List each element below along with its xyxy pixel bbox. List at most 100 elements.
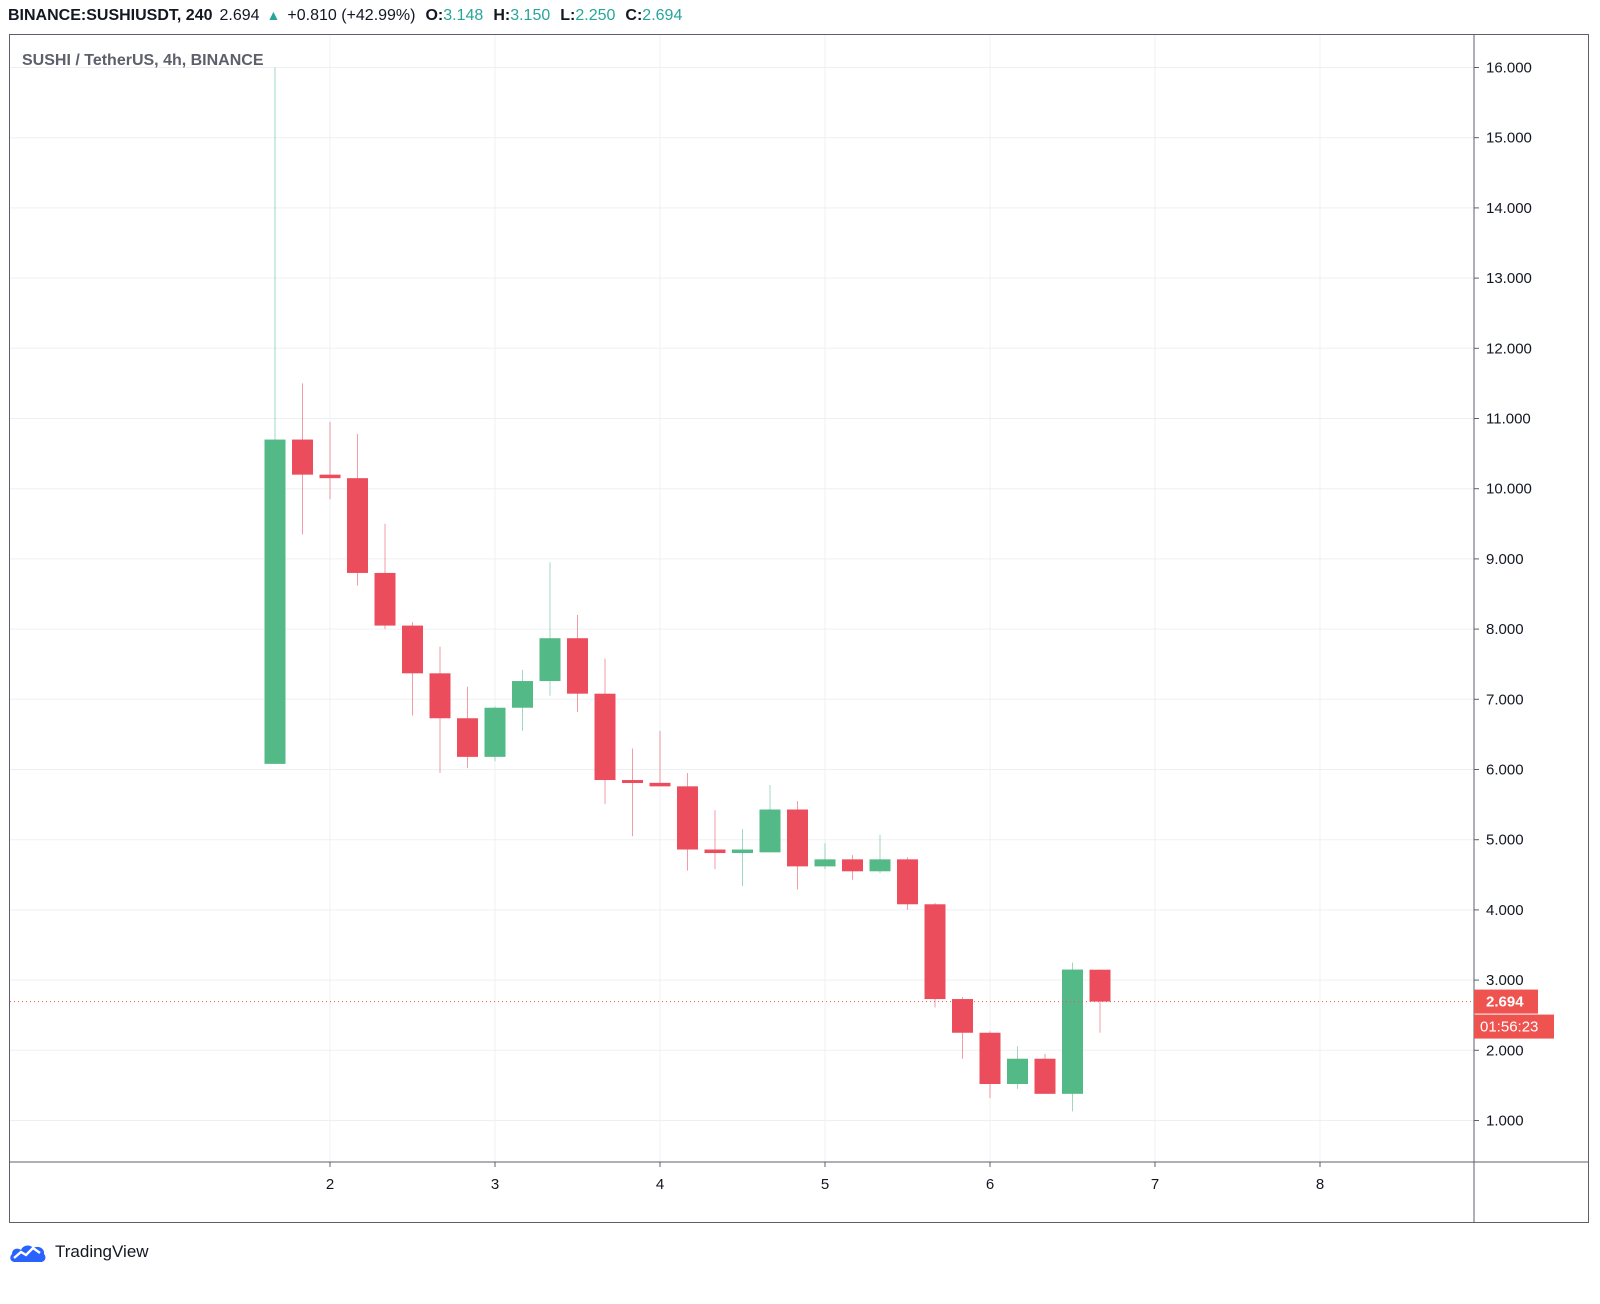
candle [1034, 1053, 1056, 1094]
candle [594, 658, 616, 804]
countdown-badge [1474, 1014, 1554, 1039]
candle [457, 686, 478, 769]
candle [842, 855, 863, 880]
candle-body-down [842, 859, 863, 872]
candle-body-down [347, 478, 368, 573]
candle [649, 730, 671, 787]
price-axis[interactable]: 1.000 2.000 3.000 4.000 5.000 6.000 7.000 8.000… [1474, 60, 1532, 1130]
chart-frame[interactable]: 1.000 2.000 3.000 4.000 5.000 6.000 7.000 8.000… [9, 34, 1589, 1223]
time-tick-label: 5 [821, 1176, 829, 1193]
symbol-header: BINANCE:SUSHIUSDT, 240 2.694 ▲ +0.810 (+42.… [8, 4, 682, 26]
candle-body-down [897, 859, 918, 905]
candle-body-up [1007, 1058, 1028, 1084]
candle [347, 433, 368, 586]
candle [952, 996, 973, 1059]
last-price-badge [1474, 989, 1538, 1014]
price-tick-label: 6.000 [1486, 762, 1524, 779]
candle [787, 801, 808, 890]
footer: TradingView [9, 1238, 149, 1266]
candle-body-down [567, 638, 588, 694]
candle [759, 784, 781, 853]
price-tick-label: 15.000 [1486, 130, 1532, 147]
candle-body-down [677, 786, 698, 850]
candle [292, 383, 313, 535]
price-tick-label: 13.000 [1486, 270, 1532, 287]
last-price-label: 2.694 [1486, 994, 1524, 1011]
candle-body-down [924, 904, 946, 1000]
candle-body-up [814, 859, 836, 867]
candle-body-down [787, 809, 808, 867]
candle-body-up [539, 638, 561, 682]
candle-body-down [292, 439, 313, 475]
price-change: +0.810 (+42.99%) [287, 7, 416, 24]
low-value: 2.250 [575, 7, 616, 24]
low-label: L: [560, 7, 576, 24]
candlestick-chart[interactable]: 1.000 2.000 3.000 4.000 5.000 6.000 7.000 8.000… [10, 35, 1588, 1222]
candle [814, 843, 836, 870]
candle-body-up [759, 809, 781, 853]
open-label: O: [425, 7, 444, 24]
last-price: 2.694 [219, 7, 260, 24]
time-tick-label: 3 [491, 1176, 499, 1193]
price-tick-label: 3.000 [1486, 972, 1524, 989]
candle [924, 902, 946, 1008]
price-tick-label: 10.000 [1486, 481, 1532, 498]
candle-body-down [979, 1032, 1001, 1084]
last-price-marker: 2.694 01:56:23 [10, 989, 1554, 1039]
candle-body-down [704, 849, 726, 854]
time-tick-label: 4 [656, 1176, 664, 1193]
candle-body-down [1034, 1058, 1056, 1094]
open-value: 3.148 [443, 7, 484, 24]
candle-body-up [512, 681, 533, 708]
time-tick-label: 6 [986, 1176, 994, 1193]
price-tick-label: 7.000 [1486, 691, 1524, 708]
chart-title: SUSHI / TetherUS, 4h, BINANCE [22, 52, 264, 69]
time-tick-label: 2 [326, 1176, 334, 1193]
price-tick-label: 4.000 [1486, 902, 1524, 919]
candle [567, 615, 588, 712]
price-tick-label: 16.000 [1486, 60, 1532, 77]
candle [704, 810, 726, 870]
candle-body-down [649, 782, 671, 787]
price-tick-label: 11.000 [1486, 411, 1531, 428]
candle-body-up [869, 859, 891, 872]
close-label: C: [625, 7, 643, 24]
price-tick-label: 2.000 [1486, 1042, 1524, 1059]
candle-body-up [484, 707, 506, 757]
candle [869, 834, 891, 874]
candle-body-down [622, 780, 643, 784]
candle [732, 829, 753, 887]
price-tick-label: 8.000 [1486, 621, 1524, 638]
candle-body-up [264, 439, 286, 764]
candle-body-down [594, 693, 616, 781]
candle [264, 67, 286, 764]
candle-body-down [402, 625, 423, 674]
candle [484, 706, 506, 762]
candle-body-down [1089, 969, 1111, 1002]
candle-body-down [319, 474, 341, 479]
time-tick-label: 7 [1151, 1176, 1159, 1193]
candle-body-down [374, 572, 396, 626]
high-label: H: [493, 7, 511, 24]
grid [10, 35, 1474, 1162]
price-tick-label: 12.000 [1486, 340, 1532, 357]
candle [374, 523, 396, 630]
high-value: 3.150 [510, 7, 551, 24]
brand-name[interactable]: TradingView [55, 1242, 149, 1261]
time-axis[interactable]: 2 3 4 5 6 7 8 [326, 1162, 1324, 1193]
price-tick-label: 1.000 [1486, 1113, 1524, 1130]
candle [897, 857, 918, 910]
candle [622, 748, 643, 837]
tradingview-cloud-icon[interactable] [9, 1241, 47, 1263]
candle [1007, 1046, 1028, 1089]
candle-body-down [952, 999, 973, 1033]
candle [1089, 969, 1111, 1033]
candle [402, 622, 423, 716]
candle [1062, 962, 1083, 1112]
candle-body-up [1062, 969, 1083, 1094]
price-tick-label: 14.000 [1486, 200, 1532, 217]
candles [264, 67, 1111, 1112]
close-value: 2.694 [642, 7, 683, 24]
countdown-label: 01:56:23 [1480, 1019, 1538, 1036]
candle [512, 669, 533, 731]
